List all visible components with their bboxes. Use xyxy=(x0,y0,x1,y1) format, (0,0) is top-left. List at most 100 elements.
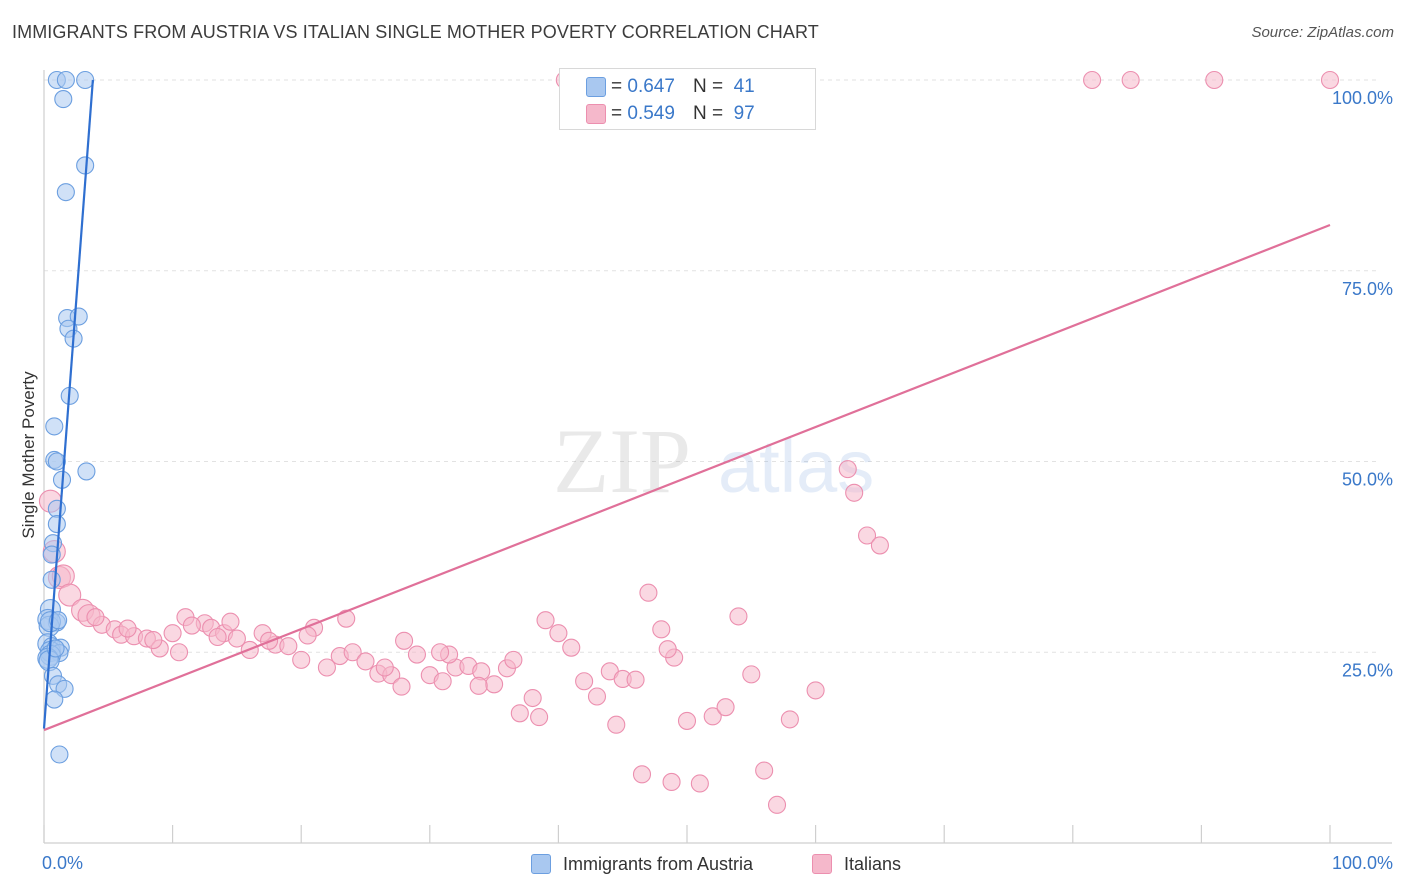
stats-n-label: N = xyxy=(692,76,724,97)
italians-point xyxy=(523,688,542,708)
italians-point xyxy=(1083,70,1102,90)
stats-n-value: 41 xyxy=(733,76,755,97)
legend-item-austria[interactable]: Immigrants from Austria xyxy=(531,852,753,876)
italians-point xyxy=(530,708,549,727)
italians-point xyxy=(433,672,452,691)
italians-point xyxy=(626,670,645,689)
italians-point xyxy=(536,611,555,630)
italians-point xyxy=(857,526,877,545)
italians-point xyxy=(407,645,426,664)
italians-point xyxy=(469,676,488,695)
legend-item-italians[interactable]: Italians xyxy=(812,852,901,876)
italians-point xyxy=(163,624,182,643)
austria-point xyxy=(47,515,66,534)
italians-point xyxy=(392,677,411,696)
austria-point xyxy=(45,690,64,709)
austria-point xyxy=(42,570,61,589)
italians-point xyxy=(780,710,799,729)
italians-point xyxy=(1121,70,1140,90)
y-tick-label: 50.0% xyxy=(1342,470,1393,490)
austria-point xyxy=(56,70,75,90)
italians-point xyxy=(1320,70,1340,90)
italians-point xyxy=(562,638,581,657)
italians-point xyxy=(587,687,607,706)
stats-swatch-italians xyxy=(586,104,606,124)
axis-labels: 25.0% 50.0% 75.0% 100.0% 0.0% 100.0% Single Mo… xyxy=(19,88,1393,873)
italians-point xyxy=(504,650,523,669)
stats-r-value: 0.549 xyxy=(627,103,675,124)
italians-point xyxy=(607,715,626,734)
italians-point xyxy=(431,643,450,662)
italians-point xyxy=(86,608,105,627)
stats-r-value: 0.647 xyxy=(627,76,675,97)
italians-point xyxy=(690,774,709,793)
italians-point xyxy=(227,629,246,648)
austria-points xyxy=(37,70,96,764)
italians-point xyxy=(395,631,414,650)
italians-point xyxy=(337,609,356,628)
source-label: Source: ZipAtlas.com xyxy=(1251,24,1394,41)
y-tick-label: 25.0% xyxy=(1342,660,1393,680)
italians-point xyxy=(1205,70,1224,90)
italians-point xyxy=(658,640,677,659)
italians-point xyxy=(221,612,240,631)
austria-point xyxy=(45,417,64,436)
austria-point xyxy=(77,462,96,481)
austria-point xyxy=(47,499,66,518)
stats-n-label: N = xyxy=(692,103,724,124)
italians-point xyxy=(632,765,652,784)
italians-point xyxy=(716,698,735,717)
italians-point xyxy=(729,607,748,626)
italians-point xyxy=(703,707,722,726)
trendlines xyxy=(42,79,1331,732)
legend-swatch-austria xyxy=(531,854,551,874)
italians-point xyxy=(118,619,137,638)
italians-point xyxy=(343,643,362,662)
italians-point xyxy=(182,616,201,635)
italians-point xyxy=(279,637,298,656)
italians-point xyxy=(144,630,163,650)
x-tick-label-end: 100.0% xyxy=(1332,853,1393,873)
italians-point xyxy=(639,583,658,602)
italians-point xyxy=(58,583,82,607)
italians-point xyxy=(677,711,697,730)
y-axis-title: Single Mother Poverty xyxy=(19,371,38,539)
stats-row-italians: R = 0.549 N = 97 xyxy=(586,101,755,127)
watermark-zip: ZIP xyxy=(553,410,691,512)
austria-trendline xyxy=(42,79,94,729)
italians-point xyxy=(510,704,529,723)
italians-point xyxy=(169,643,189,662)
italians-point xyxy=(208,627,227,647)
italians-point xyxy=(662,772,681,792)
stats-n-value: 97 xyxy=(733,103,755,124)
legend-label-austria: Immigrants from Austria xyxy=(563,853,754,874)
legend-swatch-italians xyxy=(812,854,832,874)
austria-point xyxy=(54,90,73,109)
gridlines xyxy=(44,79,1380,653)
italians-point xyxy=(742,665,761,684)
italians-point xyxy=(549,624,568,643)
stats-row-austria: R = 0.647 N = 41 xyxy=(586,74,755,100)
stats-swatch-austria xyxy=(586,77,606,97)
italians-point xyxy=(356,652,375,671)
italians-point xyxy=(575,672,594,691)
italians-point xyxy=(375,658,394,677)
austria-point xyxy=(56,183,75,202)
italians-point xyxy=(485,675,504,694)
italians-trendline xyxy=(43,223,1331,732)
austria-point xyxy=(47,452,66,471)
italians-point xyxy=(845,483,864,502)
legend-label-italians: Italians xyxy=(844,853,902,874)
italians-point xyxy=(317,658,336,677)
italians-point xyxy=(652,620,671,639)
x-tick-label-start: 0.0% xyxy=(42,853,83,873)
italians-point xyxy=(755,761,774,780)
austria-point xyxy=(76,70,95,90)
chart-title: IMMIGRANTS FROM AUSTRIA VS ITALIAN SINGL… xyxy=(12,22,819,42)
italians-point xyxy=(838,460,857,479)
italians-point xyxy=(806,681,825,700)
italians-point xyxy=(767,795,787,814)
watermark: ZIP atlas xyxy=(553,410,874,512)
y-tick-label: 75.0% xyxy=(1342,279,1393,299)
